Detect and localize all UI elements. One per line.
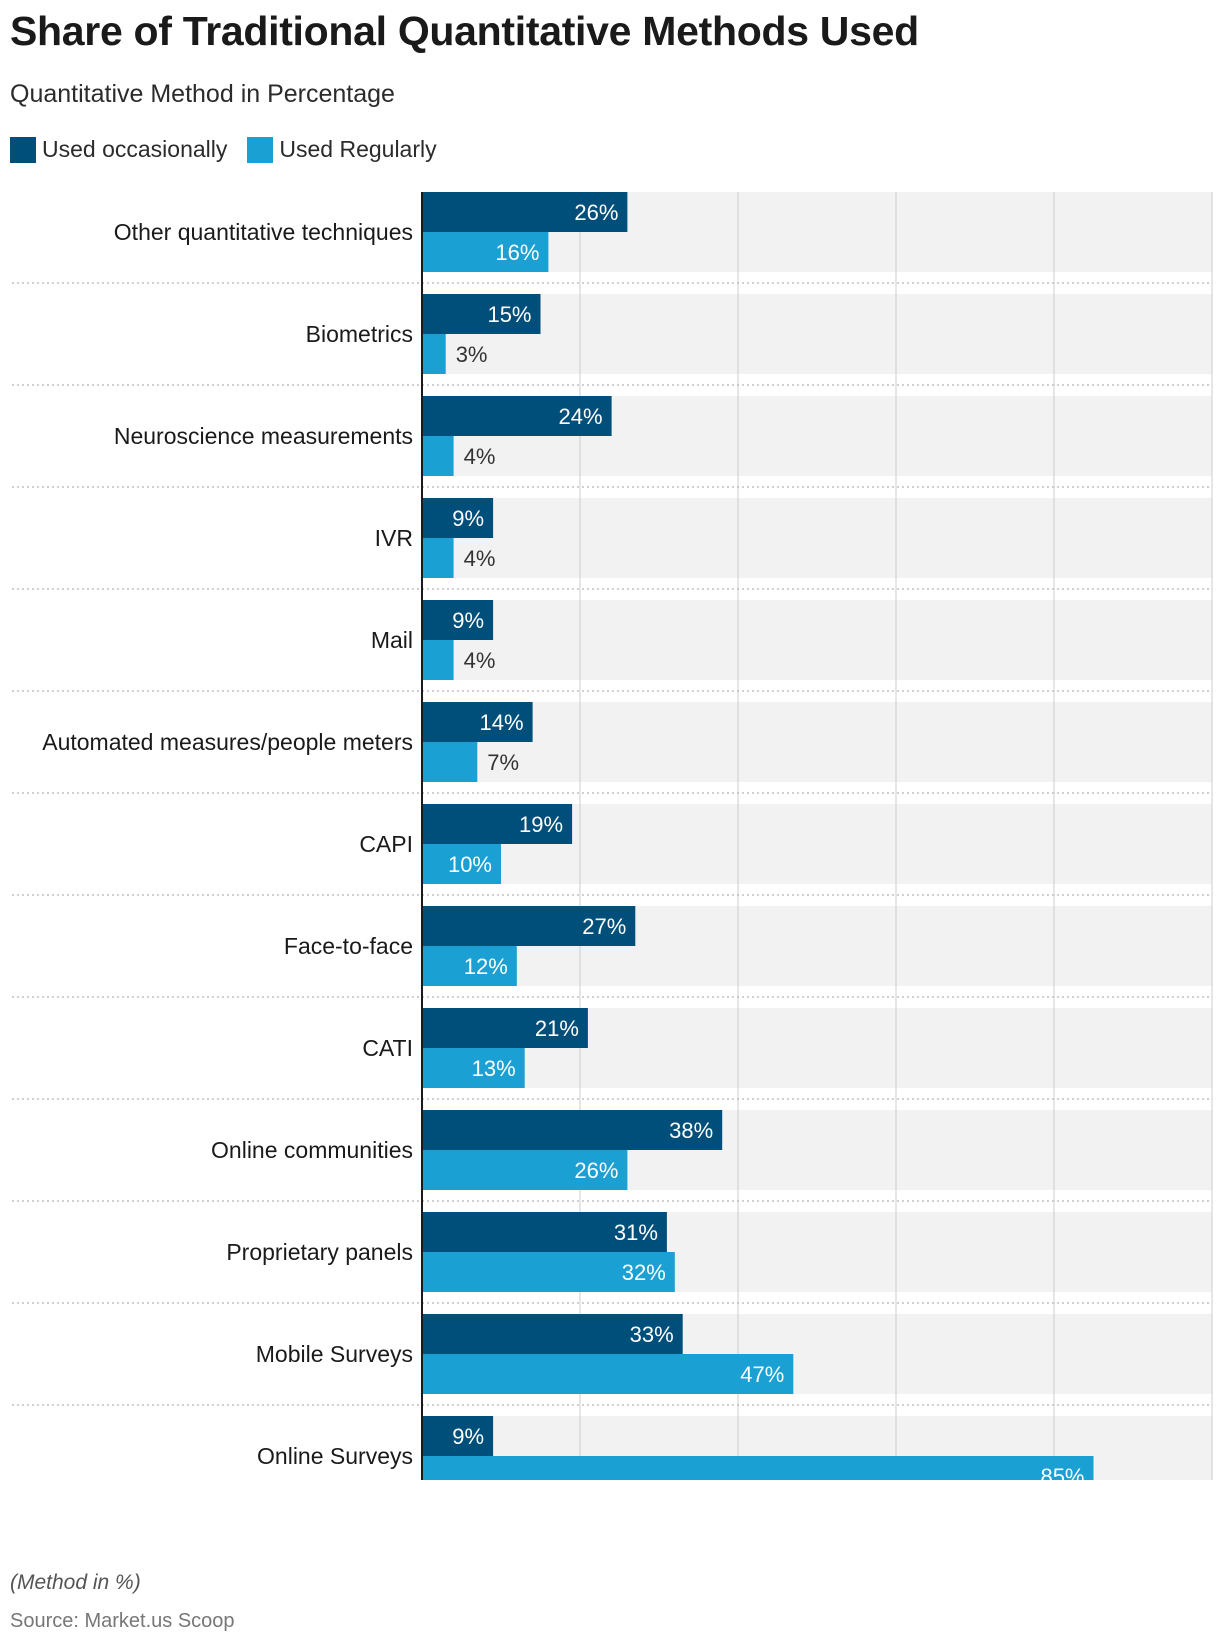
category-label: IVR xyxy=(375,525,413,551)
data-label: 3% xyxy=(456,342,488,367)
data-label: 24% xyxy=(559,404,603,429)
data-label: 9% xyxy=(452,1424,484,1449)
data-label: 14% xyxy=(480,710,524,735)
legend: Used occasionally Used Regularly xyxy=(10,136,457,163)
category-label: Other quantitative techniques xyxy=(114,219,413,245)
chart-subtitle: Quantitative Method in Percentage xyxy=(10,80,395,109)
data-label: 13% xyxy=(472,1056,516,1081)
footer-source: Source: Market.us Scoop xyxy=(10,1610,235,1633)
category-band xyxy=(422,498,1212,578)
category-label: Online communities xyxy=(211,1137,413,1163)
chart-title: Share of Traditional Quantitative Method… xyxy=(10,8,919,55)
data-label: 27% xyxy=(582,914,626,939)
data-label: 33% xyxy=(630,1322,674,1347)
bar-chart: 26% 16% Other quantitative techniques 15% 3%… xyxy=(0,180,1220,1480)
data-label: 38% xyxy=(669,1118,713,1143)
data-label: 19% xyxy=(519,812,563,837)
bar-regular xyxy=(422,436,454,476)
category-band xyxy=(422,702,1212,782)
bar-regular xyxy=(422,640,454,680)
bar-regular xyxy=(422,1456,1094,1480)
legend-item-regular: Used Regularly xyxy=(247,136,436,163)
data-label: 10% xyxy=(448,852,492,877)
data-label: 26% xyxy=(574,200,618,225)
data-label: 4% xyxy=(464,444,496,469)
category-label: Biometrics xyxy=(306,321,413,347)
data-label: 85% xyxy=(1040,1464,1084,1480)
data-label: 31% xyxy=(614,1220,658,1245)
category-label: Online Surveys xyxy=(257,1443,413,1469)
bar-regular xyxy=(422,538,454,578)
legend-label-occasional: Used occasionally xyxy=(42,136,227,163)
data-label: 9% xyxy=(452,506,484,531)
data-label: 26% xyxy=(574,1158,618,1183)
data-label: 15% xyxy=(487,302,531,327)
data-label: 32% xyxy=(622,1260,666,1285)
data-label: 9% xyxy=(452,608,484,633)
data-label: 16% xyxy=(495,240,539,265)
category-label: Mobile Surveys xyxy=(256,1341,413,1367)
data-label: 7% xyxy=(487,750,519,775)
bar-regular xyxy=(422,334,446,374)
category-label: Proprietary panels xyxy=(226,1239,413,1265)
data-label: 4% xyxy=(464,546,496,571)
data-label: 12% xyxy=(464,954,508,979)
category-band xyxy=(422,600,1212,680)
bar-regular xyxy=(422,742,477,782)
legend-label-regular: Used Regularly xyxy=(279,136,436,163)
data-label: 4% xyxy=(464,648,496,673)
footer-note: (Method in %) xyxy=(10,1571,141,1595)
bar-regular xyxy=(422,1354,793,1394)
category-label: Mail xyxy=(371,627,413,653)
category-label: Neuroscience measurements xyxy=(114,423,413,449)
category-label: CAPI xyxy=(359,831,413,857)
data-label: 47% xyxy=(740,1362,784,1387)
category-label: CATI xyxy=(362,1035,413,1061)
category-label: Face-to-face xyxy=(284,933,413,959)
legend-swatch-occasional xyxy=(10,137,36,163)
legend-item-occasional: Used occasionally xyxy=(10,136,227,163)
data-label: 21% xyxy=(535,1016,579,1041)
category-label: Automated measures/people meters xyxy=(42,729,413,755)
legend-swatch-regular xyxy=(247,137,273,163)
